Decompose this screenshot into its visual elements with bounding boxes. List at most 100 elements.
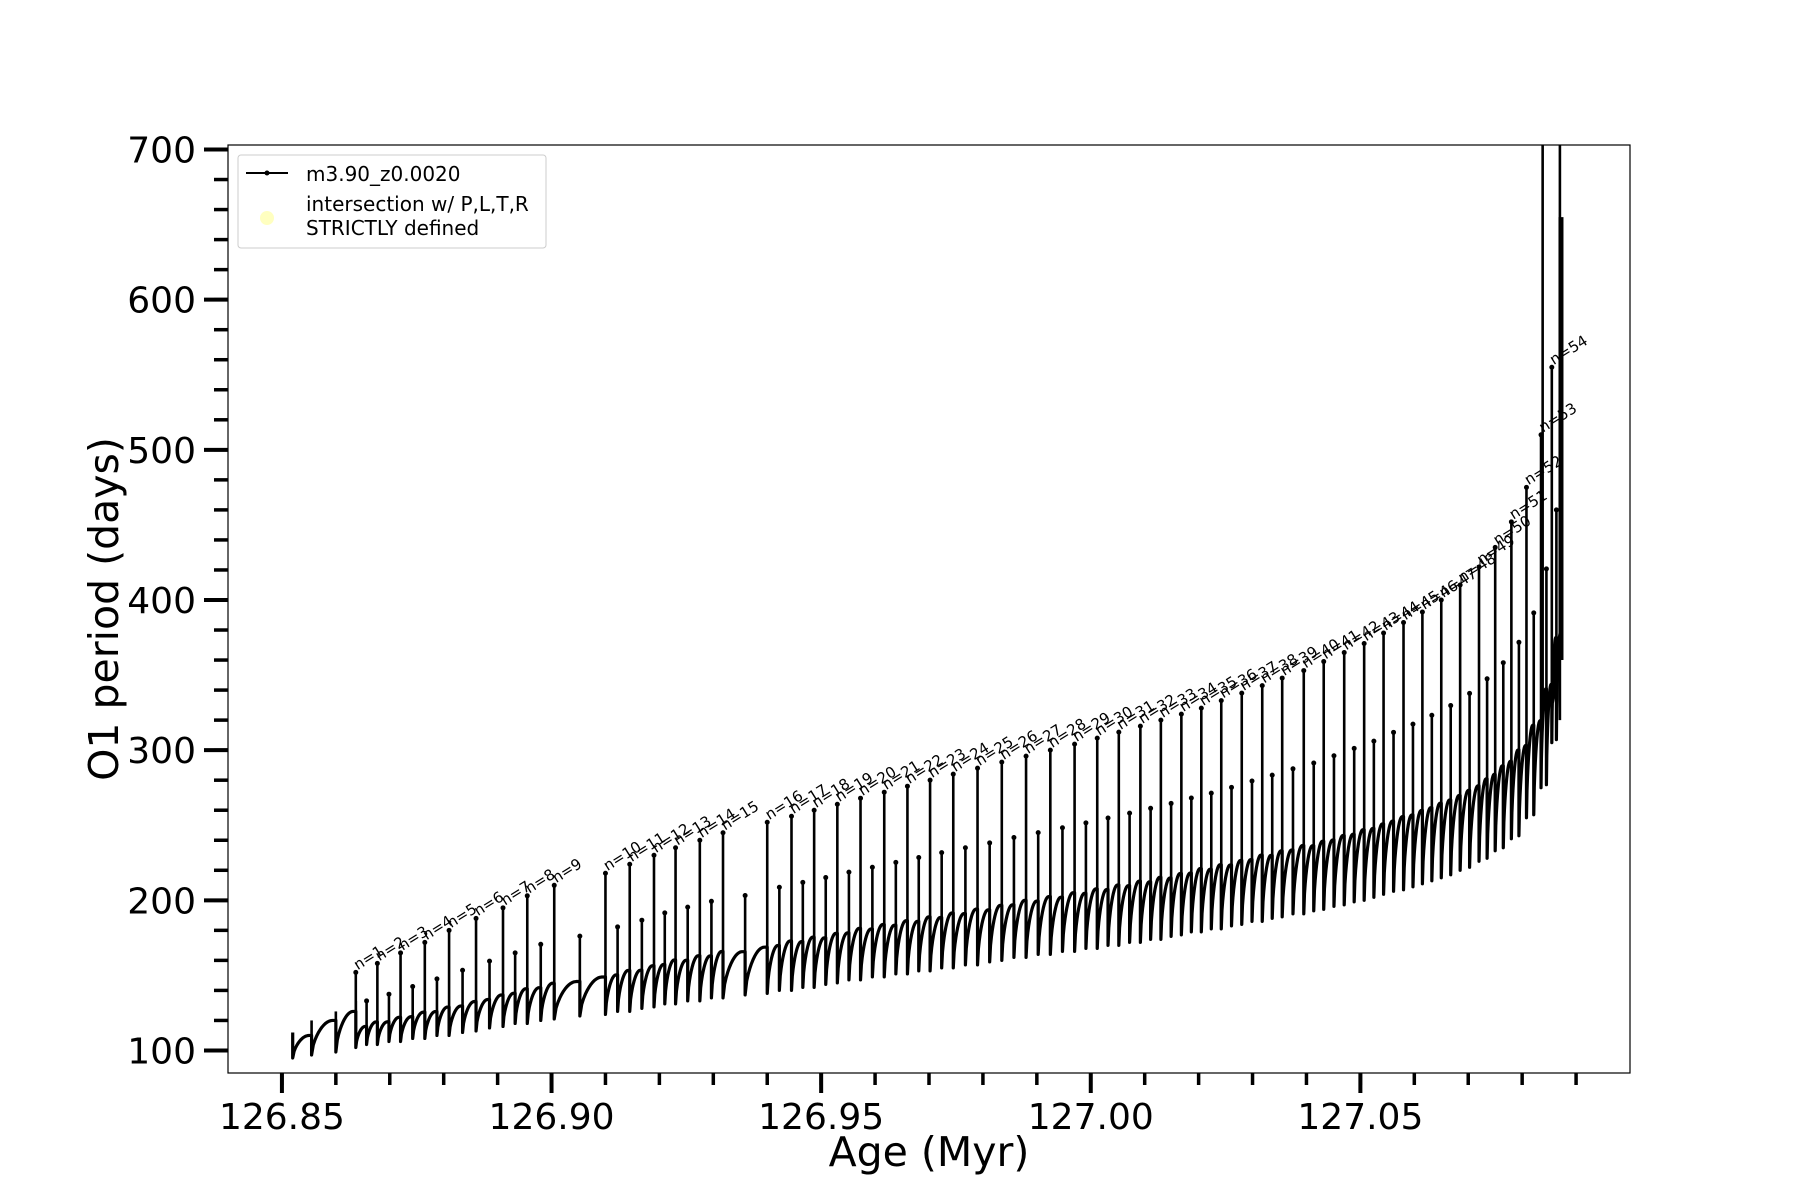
series-point	[1127, 810, 1133, 816]
series-point	[1072, 741, 1078, 747]
series-point	[1508, 519, 1514, 525]
series-point	[386, 991, 392, 997]
series-point	[881, 789, 887, 795]
series-point	[1168, 800, 1174, 806]
series-point	[742, 893, 748, 899]
series-point	[1218, 698, 1224, 704]
series-point	[1401, 620, 1407, 626]
legend-label-track: m3.90_z0.0020	[306, 162, 461, 186]
series-point	[1523, 484, 1529, 490]
series-point	[524, 893, 530, 899]
series-point	[1208, 790, 1214, 796]
series-point	[1011, 834, 1017, 840]
y-tick-label: 100	[127, 1031, 196, 1072]
series-point	[950, 771, 956, 777]
series-point	[1269, 772, 1275, 778]
series-point	[460, 967, 466, 973]
series-point	[364, 998, 370, 1004]
y-tick-label: 300	[127, 731, 196, 772]
series-point	[776, 884, 782, 890]
series-point	[446, 927, 452, 933]
series-point	[434, 976, 440, 982]
series-point	[962, 845, 968, 851]
x-axis: 126.85 126.90 126.95 127.00 127.05	[219, 1073, 1578, 1138]
series-point	[1105, 815, 1111, 821]
y-tick-label: 600	[127, 281, 196, 322]
series-point	[916, 855, 922, 861]
series-point	[1239, 690, 1245, 696]
series-point	[1188, 795, 1194, 801]
series-point	[1059, 825, 1065, 831]
series-point	[893, 859, 899, 865]
y-tick-label: 700	[127, 131, 196, 172]
series-point	[800, 879, 806, 885]
series-point	[1035, 830, 1041, 836]
series-point	[1047, 747, 1053, 753]
legend: m3.90_z0.0020 intersection w/ P,L,T,R ST…	[237, 154, 547, 249]
series-point	[374, 960, 380, 966]
series-point	[1116, 729, 1122, 735]
series-point	[1391, 729, 1397, 735]
series-point	[353, 969, 359, 975]
series-point	[720, 830, 726, 836]
series-point	[662, 910, 668, 916]
series-point	[1516, 639, 1522, 645]
series-point	[1311, 760, 1317, 766]
series-point	[904, 783, 910, 789]
series-point	[858, 795, 864, 801]
series-point	[1094, 735, 1100, 741]
legend-label-intersection-line1: intersection w/ P,L,T,R	[306, 192, 529, 216]
series-point	[487, 958, 493, 964]
series-point	[410, 984, 416, 990]
series-point	[1410, 721, 1416, 727]
series-point	[1371, 738, 1377, 744]
series-point	[602, 870, 608, 876]
data-layer	[291, 145, 1564, 1060]
series-point	[1301, 668, 1307, 674]
series-point	[1457, 582, 1463, 588]
x-tick-label: 126.90	[489, 1097, 615, 1138]
series-point	[1083, 820, 1089, 826]
series-point	[1448, 703, 1454, 709]
series-point	[1137, 723, 1143, 729]
series-point	[651, 852, 657, 858]
series-point	[823, 875, 829, 881]
series-point	[1351, 745, 1357, 751]
series-point	[1361, 641, 1367, 647]
series-point	[939, 850, 945, 856]
x-tick-label: 126.85	[219, 1097, 345, 1138]
series-point	[697, 837, 703, 843]
legend-label-intersection-line2: STRICTLY defined	[306, 216, 479, 240]
series-point	[1321, 659, 1327, 665]
series-point	[512, 950, 518, 956]
x-tick-label: 127.05	[1297, 1097, 1423, 1138]
series-point	[1381, 630, 1387, 636]
series-point	[1476, 564, 1482, 570]
series-point	[788, 813, 794, 819]
y-tick-label: 500	[127, 431, 196, 472]
legend-circle-marker	[260, 211, 274, 225]
x-tick-label: 126.95	[758, 1097, 884, 1138]
series-point	[869, 864, 875, 870]
series-point	[1500, 660, 1506, 666]
series-point	[987, 840, 993, 846]
series-point	[551, 882, 557, 888]
x-tick-label: 127.00	[1028, 1097, 1154, 1138]
y-tick-label: 200	[127, 881, 196, 922]
series-point	[999, 759, 1005, 765]
series-point	[1467, 690, 1473, 696]
series-point	[1492, 544, 1498, 550]
series-point	[398, 950, 404, 956]
series-point	[1549, 364, 1555, 370]
series-point	[577, 933, 583, 939]
series-point	[1259, 683, 1265, 689]
y-axis-title: O1 period (days)	[80, 437, 128, 781]
series-point	[811, 807, 817, 813]
series-point	[708, 898, 714, 904]
series-point	[1178, 711, 1184, 717]
series-point	[639, 917, 645, 923]
series-point	[615, 924, 621, 930]
series-point	[500, 905, 506, 911]
series-point	[1023, 753, 1029, 759]
series-point	[1429, 712, 1435, 718]
